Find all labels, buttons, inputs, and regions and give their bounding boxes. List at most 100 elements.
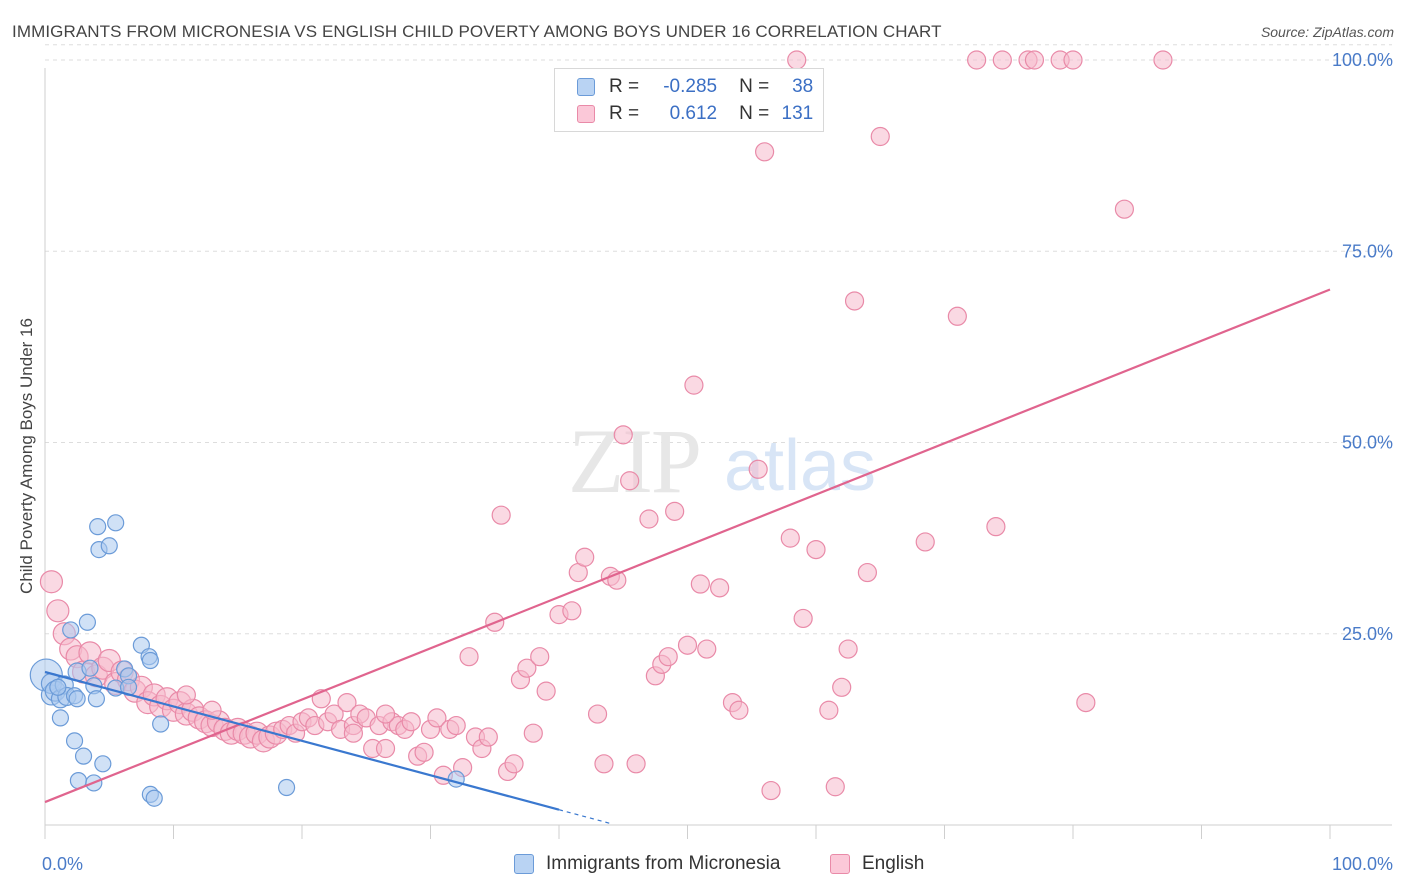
data-point	[665, 501, 685, 521]
series-legend-micronesia[interactable]: Immigrants from Micronesia	[514, 853, 780, 875]
watermark: ZIP atlas	[568, 410, 876, 512]
legend-row-english: R = 0.612 N = 131	[577, 102, 813, 126]
data-point	[74, 747, 93, 765]
y-tick-label: 25.0%	[1342, 624, 1393, 644]
data-point	[401, 712, 421, 732]
series-legend-label: Immigrants from Micronesia	[546, 853, 781, 874]
data-point	[575, 547, 595, 567]
data-point	[967, 50, 987, 70]
data-point	[89, 518, 107, 536]
series-legend: Immigrants from Micronesia English	[0, 850, 1406, 880]
data-point	[491, 505, 511, 525]
data-point	[992, 50, 1012, 70]
data-point	[176, 685, 196, 705]
legend-row-micronesia: R = -0.285 N = 38	[577, 75, 813, 99]
data-point	[65, 732, 84, 750]
legend-swatch-pink	[577, 105, 595, 123]
data-point	[343, 723, 363, 743]
data-point	[562, 601, 582, 621]
data-point	[145, 789, 163, 807]
data-point	[1114, 199, 1135, 219]
data-point	[87, 690, 106, 708]
y-tick-label: 75.0%	[1342, 241, 1393, 261]
trend-line-english	[44, 288, 1331, 804]
data-point	[620, 471, 640, 491]
data-point	[613, 425, 633, 445]
data-point	[947, 306, 967, 326]
data-point	[277, 778, 296, 797]
data-point	[787, 50, 807, 70]
trend-lines	[44, 288, 1331, 825]
data-point	[915, 532, 935, 552]
legend-n-value-english: 131	[781, 103, 814, 124]
data-point	[39, 570, 64, 594]
series-legend-english[interactable]: English	[830, 853, 924, 875]
data-point	[1153, 50, 1173, 70]
data-point	[844, 291, 865, 311]
data-point	[1076, 692, 1096, 713]
tick-labels: 25.0% 50.0% 75.0% 100.0% 0.0% 100.0%	[42, 50, 1393, 874]
data-point	[626, 754, 646, 774]
data-point	[639, 509, 659, 529]
legend-n-value-micronesia: 38	[792, 76, 814, 97]
data-point	[780, 528, 800, 548]
series-swatch-pink	[830, 854, 850, 874]
data-point	[819, 700, 839, 720]
data-point	[523, 723, 543, 743]
x-tick-label: 0.0%	[42, 854, 83, 874]
data-point	[446, 715, 466, 736]
data-point	[710, 578, 730, 598]
data-point	[754, 142, 775, 162]
data-point	[107, 514, 125, 532]
legend-r-label: R =	[609, 103, 640, 124]
data-point	[414, 742, 434, 762]
data-point	[478, 727, 498, 747]
legend-r-value-english: 0.612	[669, 103, 718, 124]
chart-title: IMMIGRANTS FROM MICRONESIA VS ENGLISH CH…	[12, 22, 942, 41]
legend-n-label: N =	[739, 103, 770, 124]
data-point	[141, 651, 159, 670]
data-point	[530, 647, 550, 667]
data-point	[536, 681, 556, 701]
y-tick-label: 100.0%	[1332, 50, 1393, 70]
trend-line-micronesia-extension	[558, 809, 611, 825]
correlation-legend: R = -0.285 N = 38 R = 0.612 N = 131	[554, 68, 824, 132]
legend-swatch-blue	[577, 78, 595, 96]
data-point	[51, 709, 70, 727]
data-point	[594, 754, 614, 774]
data-point	[832, 677, 852, 697]
data-point	[62, 621, 80, 639]
data-point	[838, 639, 858, 659]
source-credit: Source: ZipAtlas.com	[1260, 24, 1394, 40]
data-point	[806, 539, 826, 560]
data-point	[100, 537, 118, 555]
data-point	[761, 780, 781, 801]
english-points	[39, 50, 1173, 801]
data-point	[375, 738, 396, 759]
data-point	[49, 678, 67, 696]
series-swatch-blue	[514, 854, 534, 874]
data-point	[1024, 50, 1045, 70]
watermark-atlas: atlas	[724, 426, 876, 506]
data-point	[658, 647, 678, 667]
grid-lines	[45, 44, 1392, 635]
legend-n-label: N =	[739, 76, 770, 97]
data-point	[46, 599, 70, 623]
data-point	[152, 715, 170, 733]
data-point	[1063, 50, 1083, 70]
data-point	[68, 690, 86, 708]
micronesia-points	[29, 514, 465, 807]
data-point	[504, 754, 524, 774]
data-point	[857, 562, 878, 583]
data-point	[697, 639, 717, 659]
watermark-zip: ZIP	[568, 410, 700, 512]
data-point	[427, 708, 447, 728]
data-point	[684, 375, 704, 395]
legend-r-label: R =	[609, 76, 640, 97]
data-point	[793, 608, 813, 629]
data-point	[870, 126, 890, 147]
data-point	[78, 613, 97, 631]
legend-r-value-micronesia: -0.285	[663, 76, 718, 97]
data-point	[587, 704, 608, 724]
